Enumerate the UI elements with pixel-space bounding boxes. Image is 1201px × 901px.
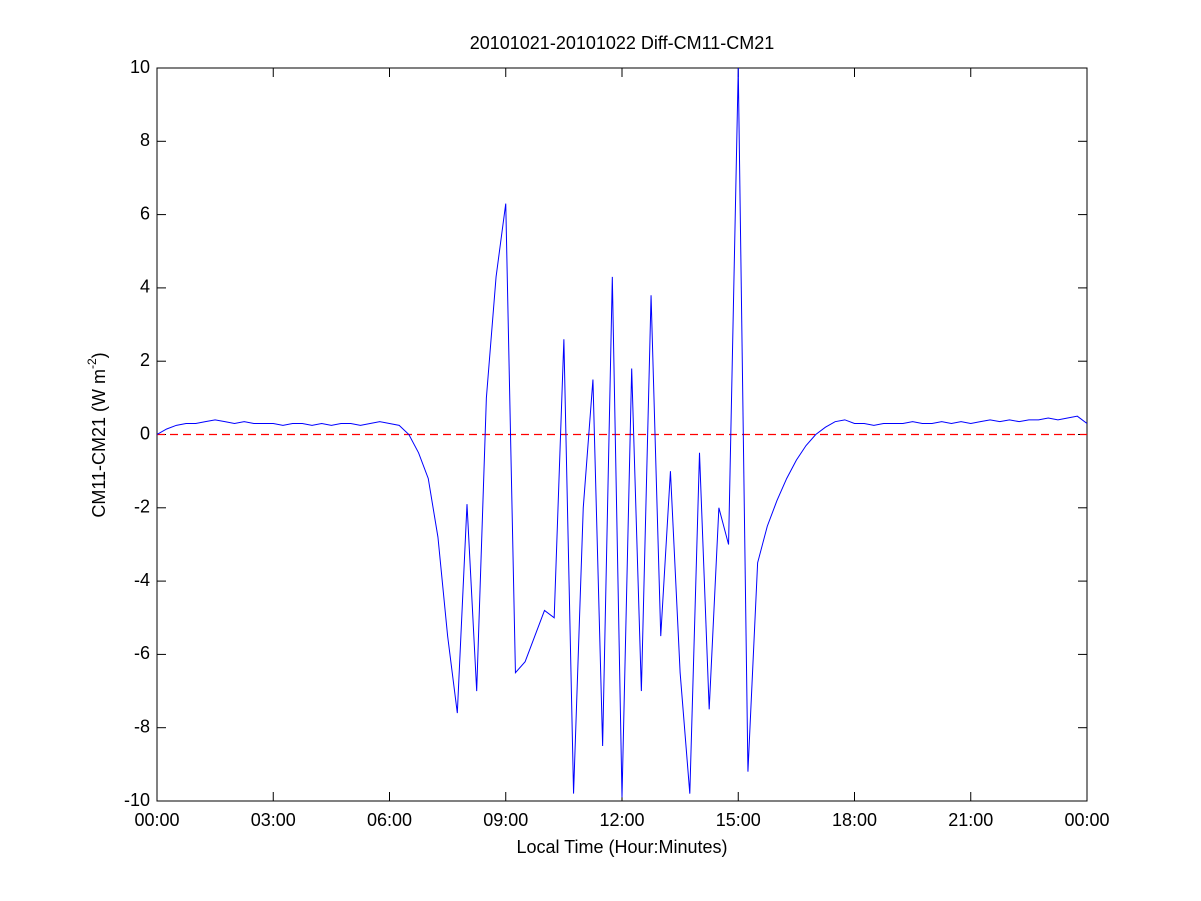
y-axis-label-suffix: ) bbox=[89, 352, 109, 358]
y-tick-label: 4 bbox=[140, 277, 150, 297]
y-tick-label: 6 bbox=[140, 203, 150, 223]
x-axis-label: Local Time (Hour:Minutes) bbox=[516, 837, 727, 857]
x-tick-label: 09:00 bbox=[483, 810, 528, 830]
x-tick-label: 21:00 bbox=[948, 810, 993, 830]
plot-content bbox=[157, 68, 1087, 798]
x-tick-label: 06:00 bbox=[367, 810, 412, 830]
x-tick-label: 03:00 bbox=[251, 810, 296, 830]
y-tick-label: -4 bbox=[134, 570, 150, 590]
chart-title: 20101021-20101022 Diff-CM11-CM21 bbox=[470, 33, 775, 53]
y-tick-label: -2 bbox=[134, 497, 150, 517]
y-tick-label: 10 bbox=[130, 57, 150, 77]
plot-area bbox=[156, 67, 1088, 802]
y-tick-label: -8 bbox=[134, 716, 150, 736]
y-axis-label-text: CM11-CM21 (W m bbox=[89, 369, 109, 518]
y-tick-label: 2 bbox=[140, 350, 150, 370]
y-tick-label: 0 bbox=[140, 423, 150, 443]
y-axis-label: CM11-CM21 (W m-2) bbox=[85, 352, 109, 517]
y-tick-label: 8 bbox=[140, 130, 150, 150]
data-line bbox=[157, 68, 1087, 798]
x-tick-label: 15:00 bbox=[716, 810, 761, 830]
y-tick-label: -6 bbox=[134, 643, 150, 663]
y-axis-label-superscript: -2 bbox=[85, 358, 99, 369]
y-tick-label: -10 bbox=[124, 790, 150, 810]
x-tick-label: 18:00 bbox=[832, 810, 877, 830]
x-tick-label: 12:00 bbox=[599, 810, 644, 830]
x-tick-label: 00:00 bbox=[134, 810, 179, 830]
x-tick-label: 00:00 bbox=[1064, 810, 1109, 830]
